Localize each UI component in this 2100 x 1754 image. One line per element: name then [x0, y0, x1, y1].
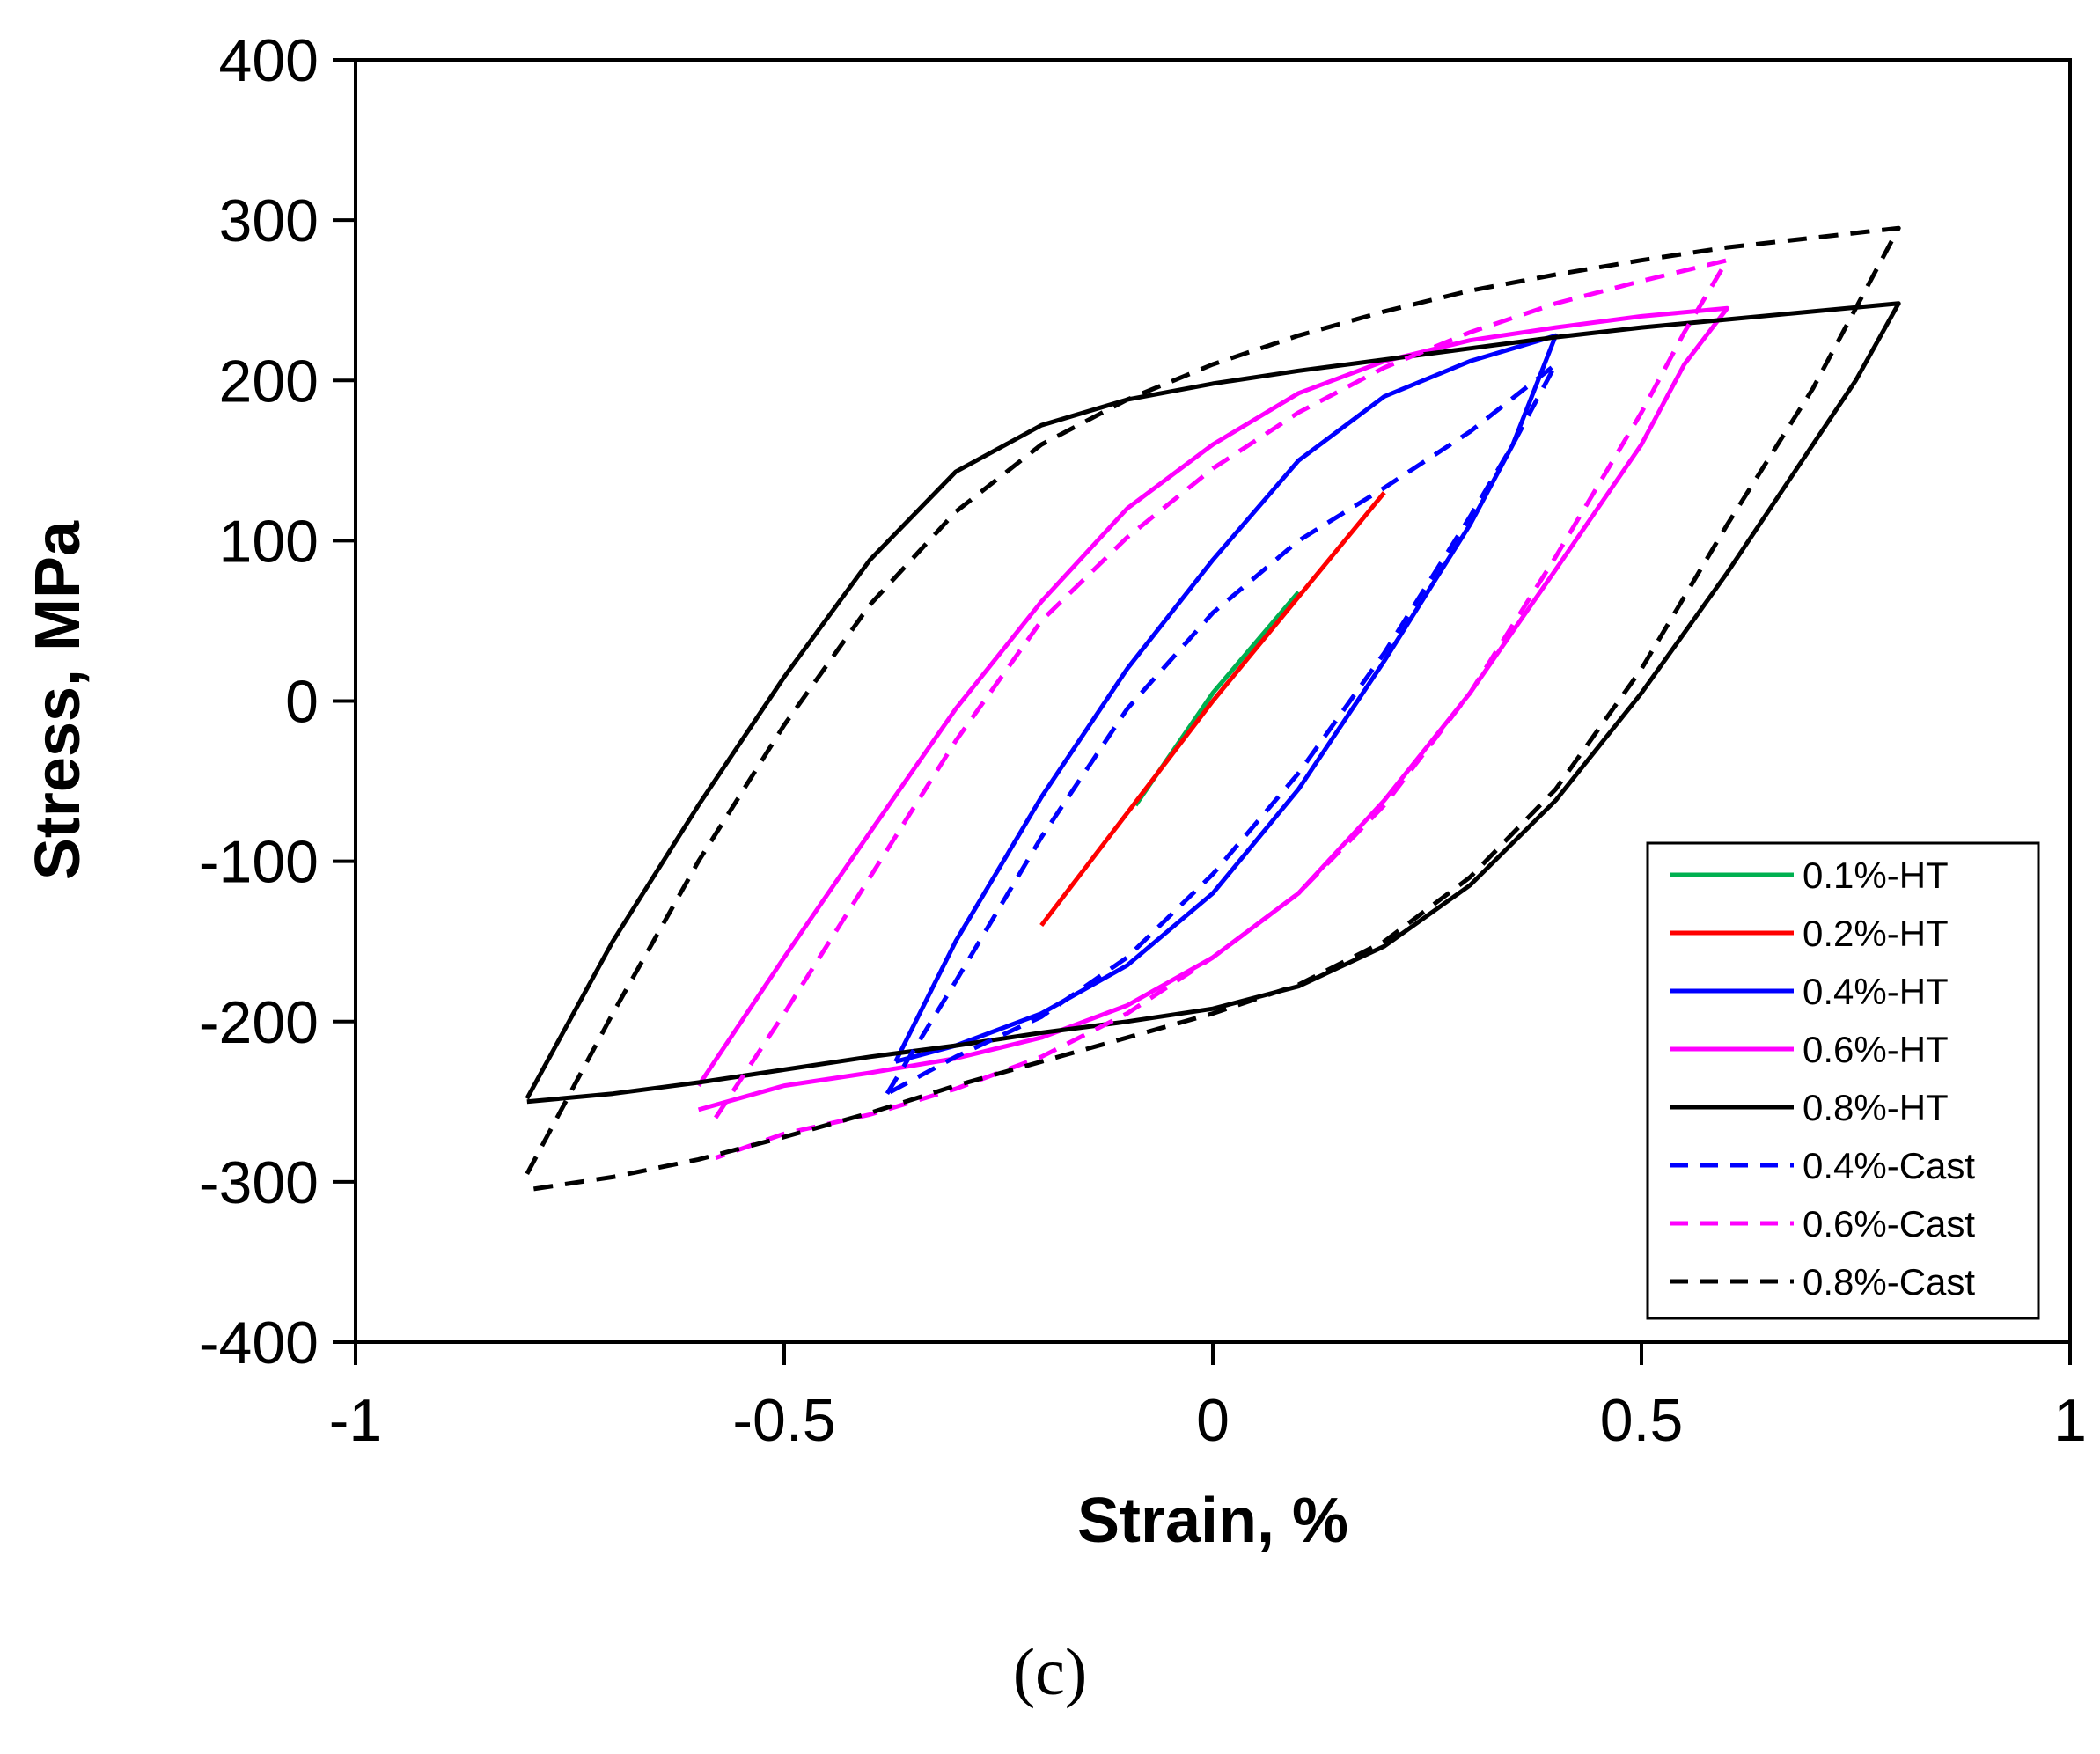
- figure-caption: (c): [1013, 1635, 1087, 1709]
- y-tick-label: 400: [219, 27, 319, 94]
- y-tick-label: -400: [199, 1310, 319, 1376]
- series-line-0-8-cast: [525, 225, 1901, 1193]
- legend-label: 0.4%-Cast: [1803, 1145, 1975, 1186]
- y-tick-label: 200: [219, 348, 319, 415]
- x-tick-label: 1: [2053, 1387, 2087, 1454]
- x-tick-label: -1: [329, 1387, 382, 1454]
- y-tick-label: -100: [199, 829, 319, 896]
- y-tick-label: 100: [219, 508, 319, 575]
- x-tick-label: 0: [1196, 1387, 1230, 1454]
- series-line-0-6-cast: [714, 258, 1729, 1160]
- legend: 0.1%-HT 0.2%-HT 0.4%-HT 0.6%-HT 0.8%-HT 0.4%-…: [1646, 841, 2040, 1320]
- legend-box: [1646, 841, 2040, 1320]
- series-line-0-4-cast: [885, 362, 1559, 1096]
- legend-label: 0.8%-HT: [1803, 1087, 1949, 1128]
- series-layer: [525, 225, 1901, 1193]
- y-tick-label: -200: [199, 989, 319, 1056]
- series-line-0-8-ht: [525, 301, 1901, 1105]
- series-line-0-2-ht: [1039, 491, 1386, 928]
- y-axis-title: Stress, MPa: [23, 520, 93, 880]
- y-tick-label: 300: [219, 187, 319, 254]
- legend-label: 0.8%-Cast: [1803, 1261, 1975, 1303]
- legend-label: 0.1%-HT: [1803, 855, 1949, 896]
- series-line-0-4-ht: [893, 333, 1559, 1064]
- legend-label: 0.4%-HT: [1803, 971, 1949, 1012]
- y-axis: -400 -300 -200 -100 0 100 200 300 400: [199, 27, 356, 1376]
- x-tick-label: -0.5: [732, 1387, 835, 1454]
- x-axis-title: Strain, %: [1077, 1486, 1348, 1556]
- legend-label: 0.6%-Cast: [1803, 1203, 1975, 1244]
- legend-label: 0.6%-HT: [1803, 1029, 1949, 1070]
- y-tick-label: -300: [199, 1149, 319, 1216]
- x-tick-label: 0.5: [1600, 1387, 1684, 1454]
- x-axis: -1 -0.5 0 0.5 1: [329, 1342, 2087, 1454]
- series-line-0-6-ht: [696, 305, 1729, 1112]
- y-tick-label: 0: [285, 669, 319, 736]
- legend-label: 0.2%-HT: [1803, 913, 1949, 954]
